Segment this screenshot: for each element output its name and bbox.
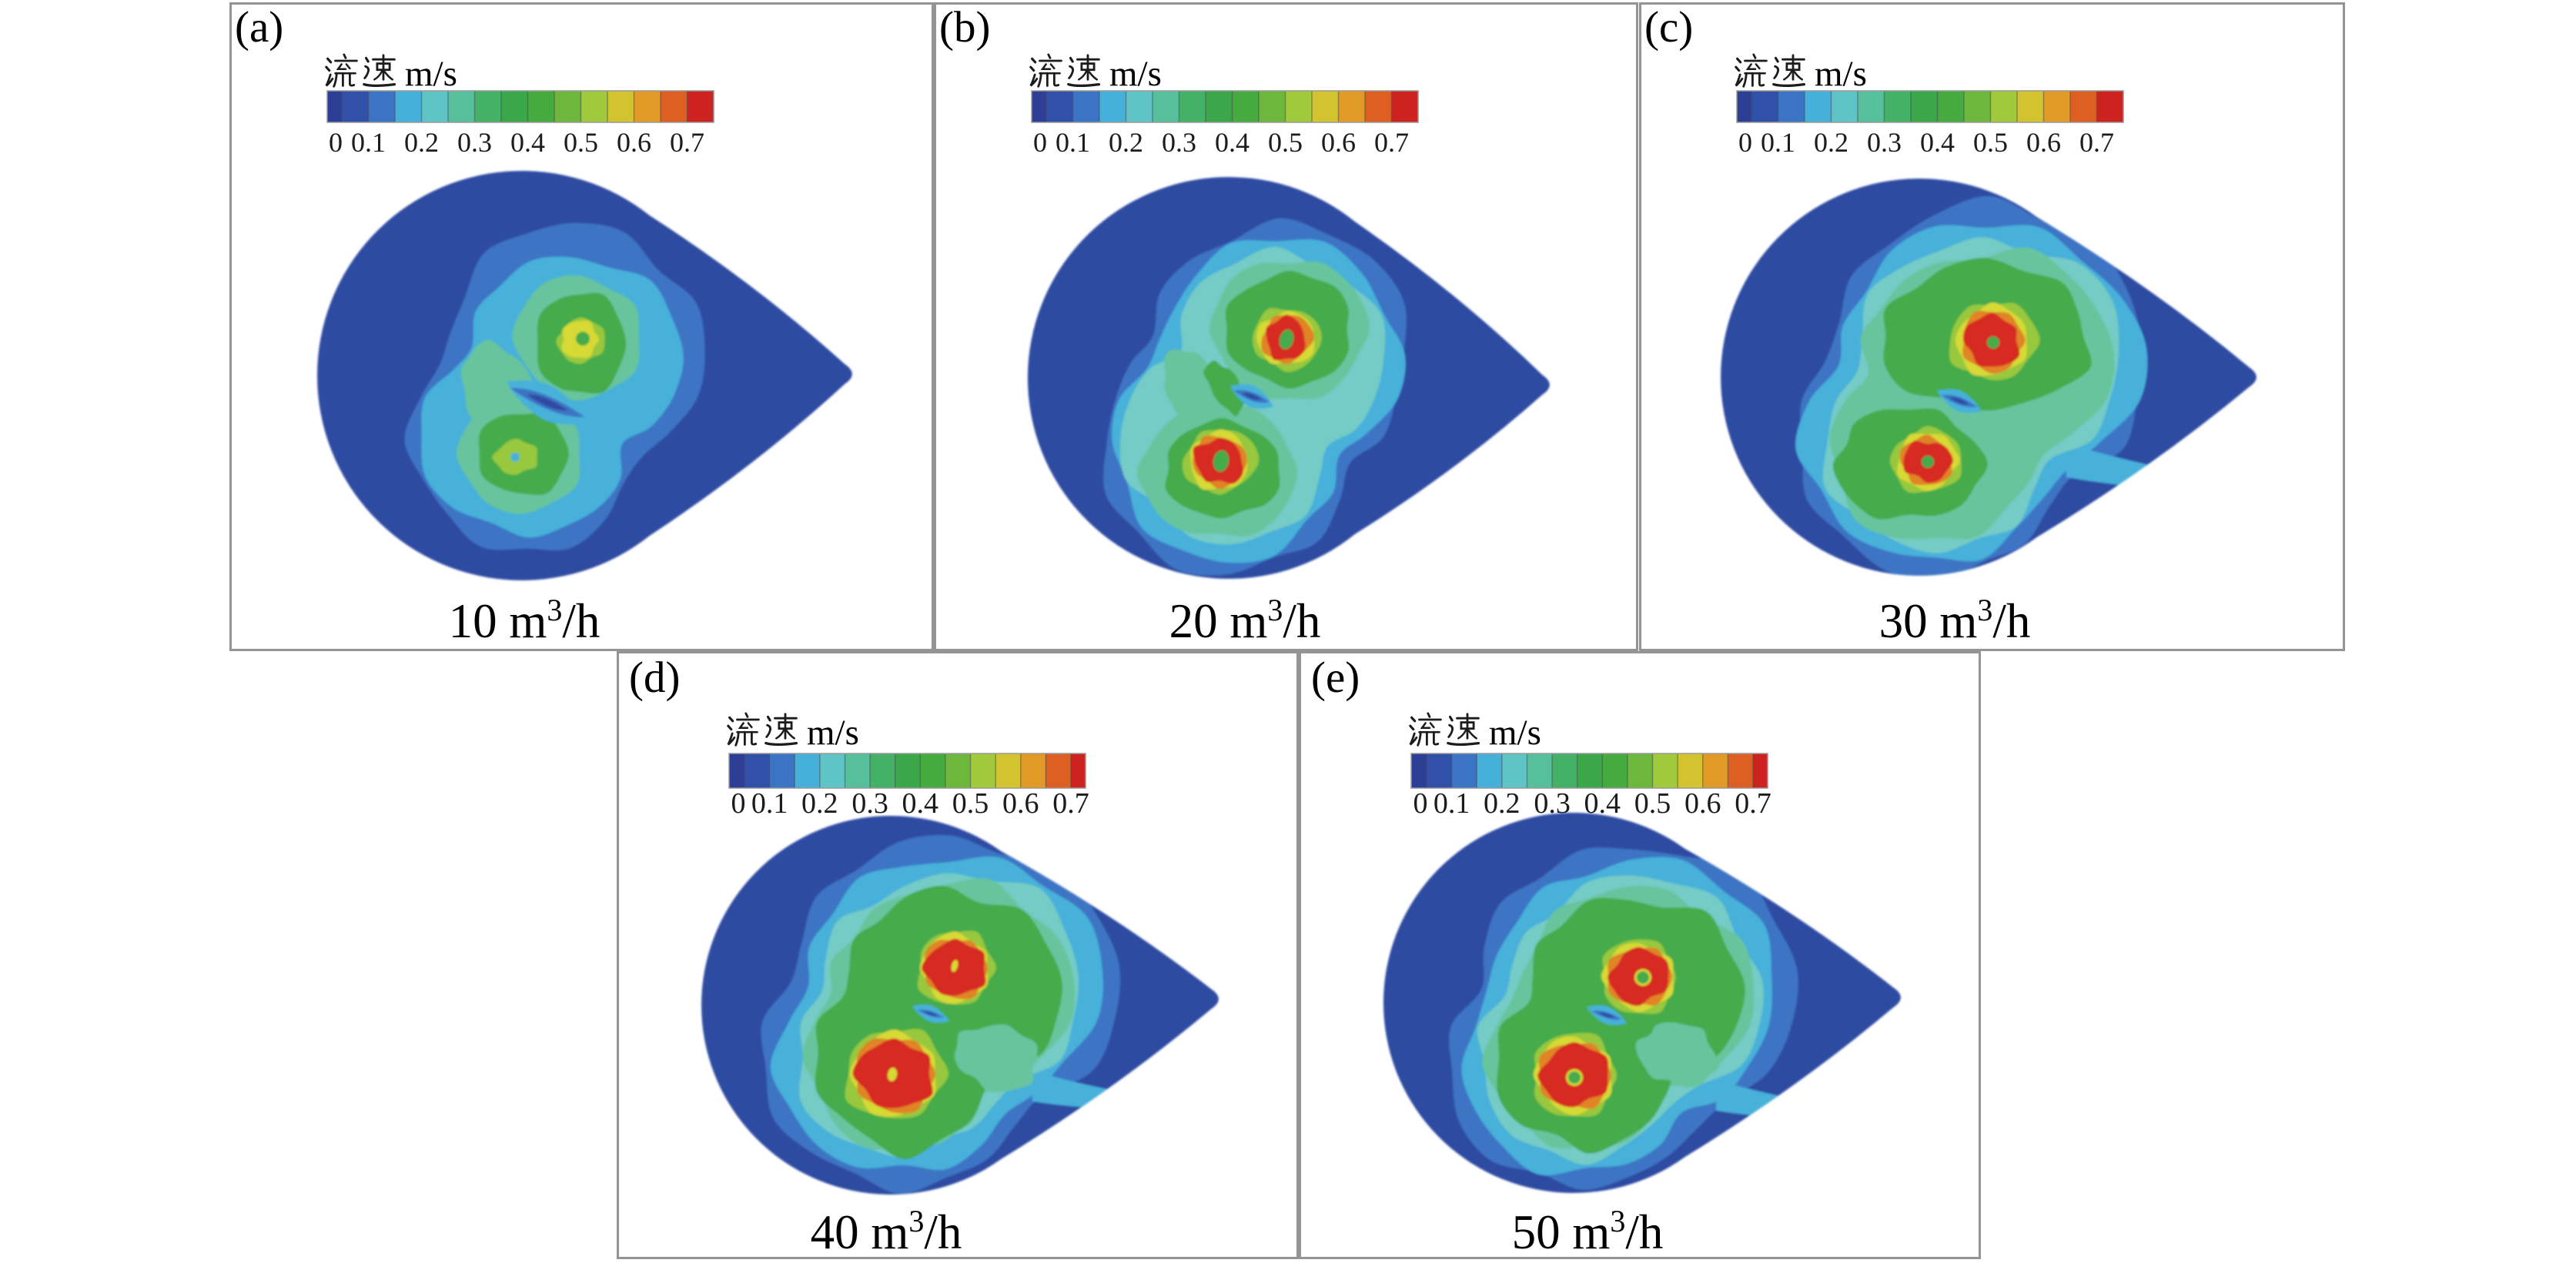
svg-text:0.5: 0.5	[1973, 127, 2008, 158]
svg-text:20 m3/h: 20 m3/h	[1169, 593, 1321, 648]
svg-text:(b): (b)	[939, 3, 990, 52]
svg-text:m/s: m/s	[1489, 713, 1541, 753]
svg-text:0.6: 0.6	[617, 127, 651, 158]
svg-text:0.1: 0.1	[751, 787, 788, 820]
svg-text:30 m3/h: 30 m3/h	[1879, 593, 2031, 648]
svg-text:0.7: 0.7	[2079, 127, 2114, 158]
svg-text:0.3: 0.3	[457, 127, 492, 158]
svg-text:0.6: 0.6	[1321, 127, 1356, 158]
svg-text:0.4: 0.4	[1920, 127, 1955, 158]
svg-text:0.7: 0.7	[1374, 127, 1409, 158]
svg-text:0.5: 0.5	[952, 787, 989, 820]
svg-text:0.1: 0.1	[1434, 787, 1470, 820]
svg-text:0.2: 0.2	[1109, 127, 1143, 158]
svg-text:0: 0	[1738, 127, 1752, 158]
svg-text:(c): (c)	[1644, 3, 1693, 52]
svg-text:m/s: m/s	[807, 713, 859, 753]
svg-text:0: 0	[1033, 127, 1047, 158]
svg-text:0.7: 0.7	[670, 127, 704, 158]
svg-text:0.5: 0.5	[1268, 127, 1303, 158]
svg-text:0.5: 0.5	[564, 127, 598, 158]
svg-text:0.2: 0.2	[1484, 787, 1521, 820]
svg-text:0: 0	[1413, 787, 1428, 820]
svg-text:0.7: 0.7	[1052, 787, 1089, 820]
svg-text:(d): (d)	[629, 653, 680, 702]
svg-text:0.5: 0.5	[1634, 787, 1671, 820]
svg-text:0.3: 0.3	[1867, 127, 1902, 158]
svg-text:0.2: 0.2	[1814, 127, 1848, 158]
svg-text:0.4: 0.4	[902, 787, 939, 820]
svg-text:50 m3/h: 50 m3/h	[1512, 1204, 1664, 1259]
svg-text:0.1: 0.1	[1055, 127, 1090, 158]
svg-text:0: 0	[731, 787, 746, 820]
svg-text:0.2: 0.2	[404, 127, 439, 158]
svg-text:m/s: m/s	[405, 54, 457, 94]
svg-text:m/s: m/s	[1109, 54, 1162, 94]
svg-text:0.2: 0.2	[801, 787, 838, 820]
svg-text:0.6: 0.6	[1684, 787, 1721, 820]
svg-text:0: 0	[329, 127, 343, 158]
svg-text:0.4: 0.4	[1215, 127, 1250, 158]
svg-text:(e): (e)	[1311, 653, 1360, 702]
svg-text:0.1: 0.1	[1761, 127, 1795, 158]
svg-text:0.6: 0.6	[2026, 127, 2061, 158]
svg-text:10 m3/h: 10 m3/h	[449, 593, 601, 648]
svg-text:0.1: 0.1	[351, 127, 386, 158]
svg-text:0.4: 0.4	[510, 127, 545, 158]
svg-text:0.3: 0.3	[851, 787, 888, 820]
svg-text:40 m3/h: 40 m3/h	[811, 1204, 962, 1259]
svg-text:0.6: 0.6	[1002, 787, 1039, 820]
svg-text:m/s: m/s	[1815, 54, 1867, 94]
svg-text:(a): (a)	[235, 3, 283, 52]
svg-text:0.3: 0.3	[1162, 127, 1196, 158]
svg-text:0.7: 0.7	[1735, 787, 1771, 820]
